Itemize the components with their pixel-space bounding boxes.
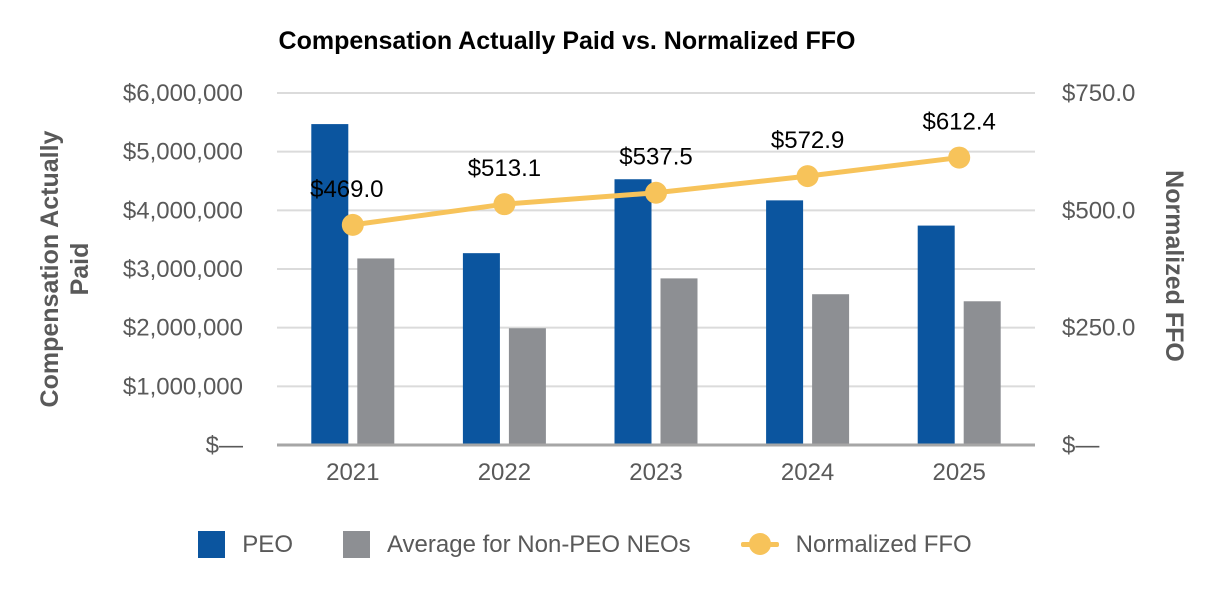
ffo-line-dot-icon [740,532,779,556]
bar-peo-2025 [917,225,955,445]
peo-swatch-icon [198,530,226,558]
bar-non-peo-2023 [660,278,698,445]
left-axis-tick: $— [206,432,243,459]
ffo-data-label-2024: $572.9 [771,127,844,154]
left-axis-tick: $4,000,000 [123,197,243,224]
ffo-marker-2021 [341,213,364,236]
ffo-dot [748,533,771,555]
left-axis-tick: $5,000,000 [123,139,243,166]
left-axis-tick: $6,000,000 [123,80,243,107]
x-axis-label-2025: 2025 [933,459,986,486]
left-axis-tick: $3,000,000 [123,256,243,283]
x-axis-label-2021: 2021 [326,459,379,486]
bar-peo-2023 [614,179,652,446]
legend-label-peo: PEO [242,530,293,558]
legend-label-ffo: Normalized FFO [795,530,972,558]
ffo-marker-2025 [948,146,971,169]
right-axis-tick: $— [1062,432,1099,459]
ffo-marker-2024 [796,165,819,188]
legend-item-non-peo: Average for Non-PEO NEOs [342,530,691,558]
bar-non-peo-2025 [963,301,1001,445]
right-axis-tick: $250.0 [1062,315,1135,342]
bar-non-peo-2021 [357,258,395,445]
x-axis-label-2024: 2024 [781,459,834,486]
ffo-marker-2023 [645,181,667,204]
bar-peo-2021 [311,124,349,446]
legend-item-ffo: Normalized FFO [740,530,972,558]
bar-non-peo-2024 [812,294,850,445]
legend: PEO Average for Non-PEO NEOs Normalized … [0,522,1170,566]
x-axis-label-2023: 2023 [629,459,682,486]
ffo-marker-2022 [493,193,516,216]
bar-peo-2024 [766,200,804,445]
non-peo-swatch-icon [342,530,370,558]
bar-peo-2022 [462,253,500,445]
chart-title: Compensation Actually Paid vs. Normalize… [278,27,856,55]
bar-non-peo-2022 [508,328,546,445]
x-axis-label-2022: 2022 [478,459,531,486]
right-axis-tick: $750.0 [1062,80,1135,107]
legend-item-peo: PEO [198,530,293,558]
ffo-data-label-2021: $469.0 [310,176,383,203]
ffo-data-label-2025: $612.4 [922,109,995,136]
ffo-data-label-2023: $537.5 [619,144,692,171]
left-axis-tick: $2,000,000 [123,315,243,342]
right-axis-tick: $500.0 [1062,197,1135,224]
ffo-data-label-2022: $513.1 [468,155,541,182]
legend-label-non-peo: Average for Non-PEO NEOs [386,530,691,558]
left-axis-tick: $1,000,000 [123,373,243,400]
